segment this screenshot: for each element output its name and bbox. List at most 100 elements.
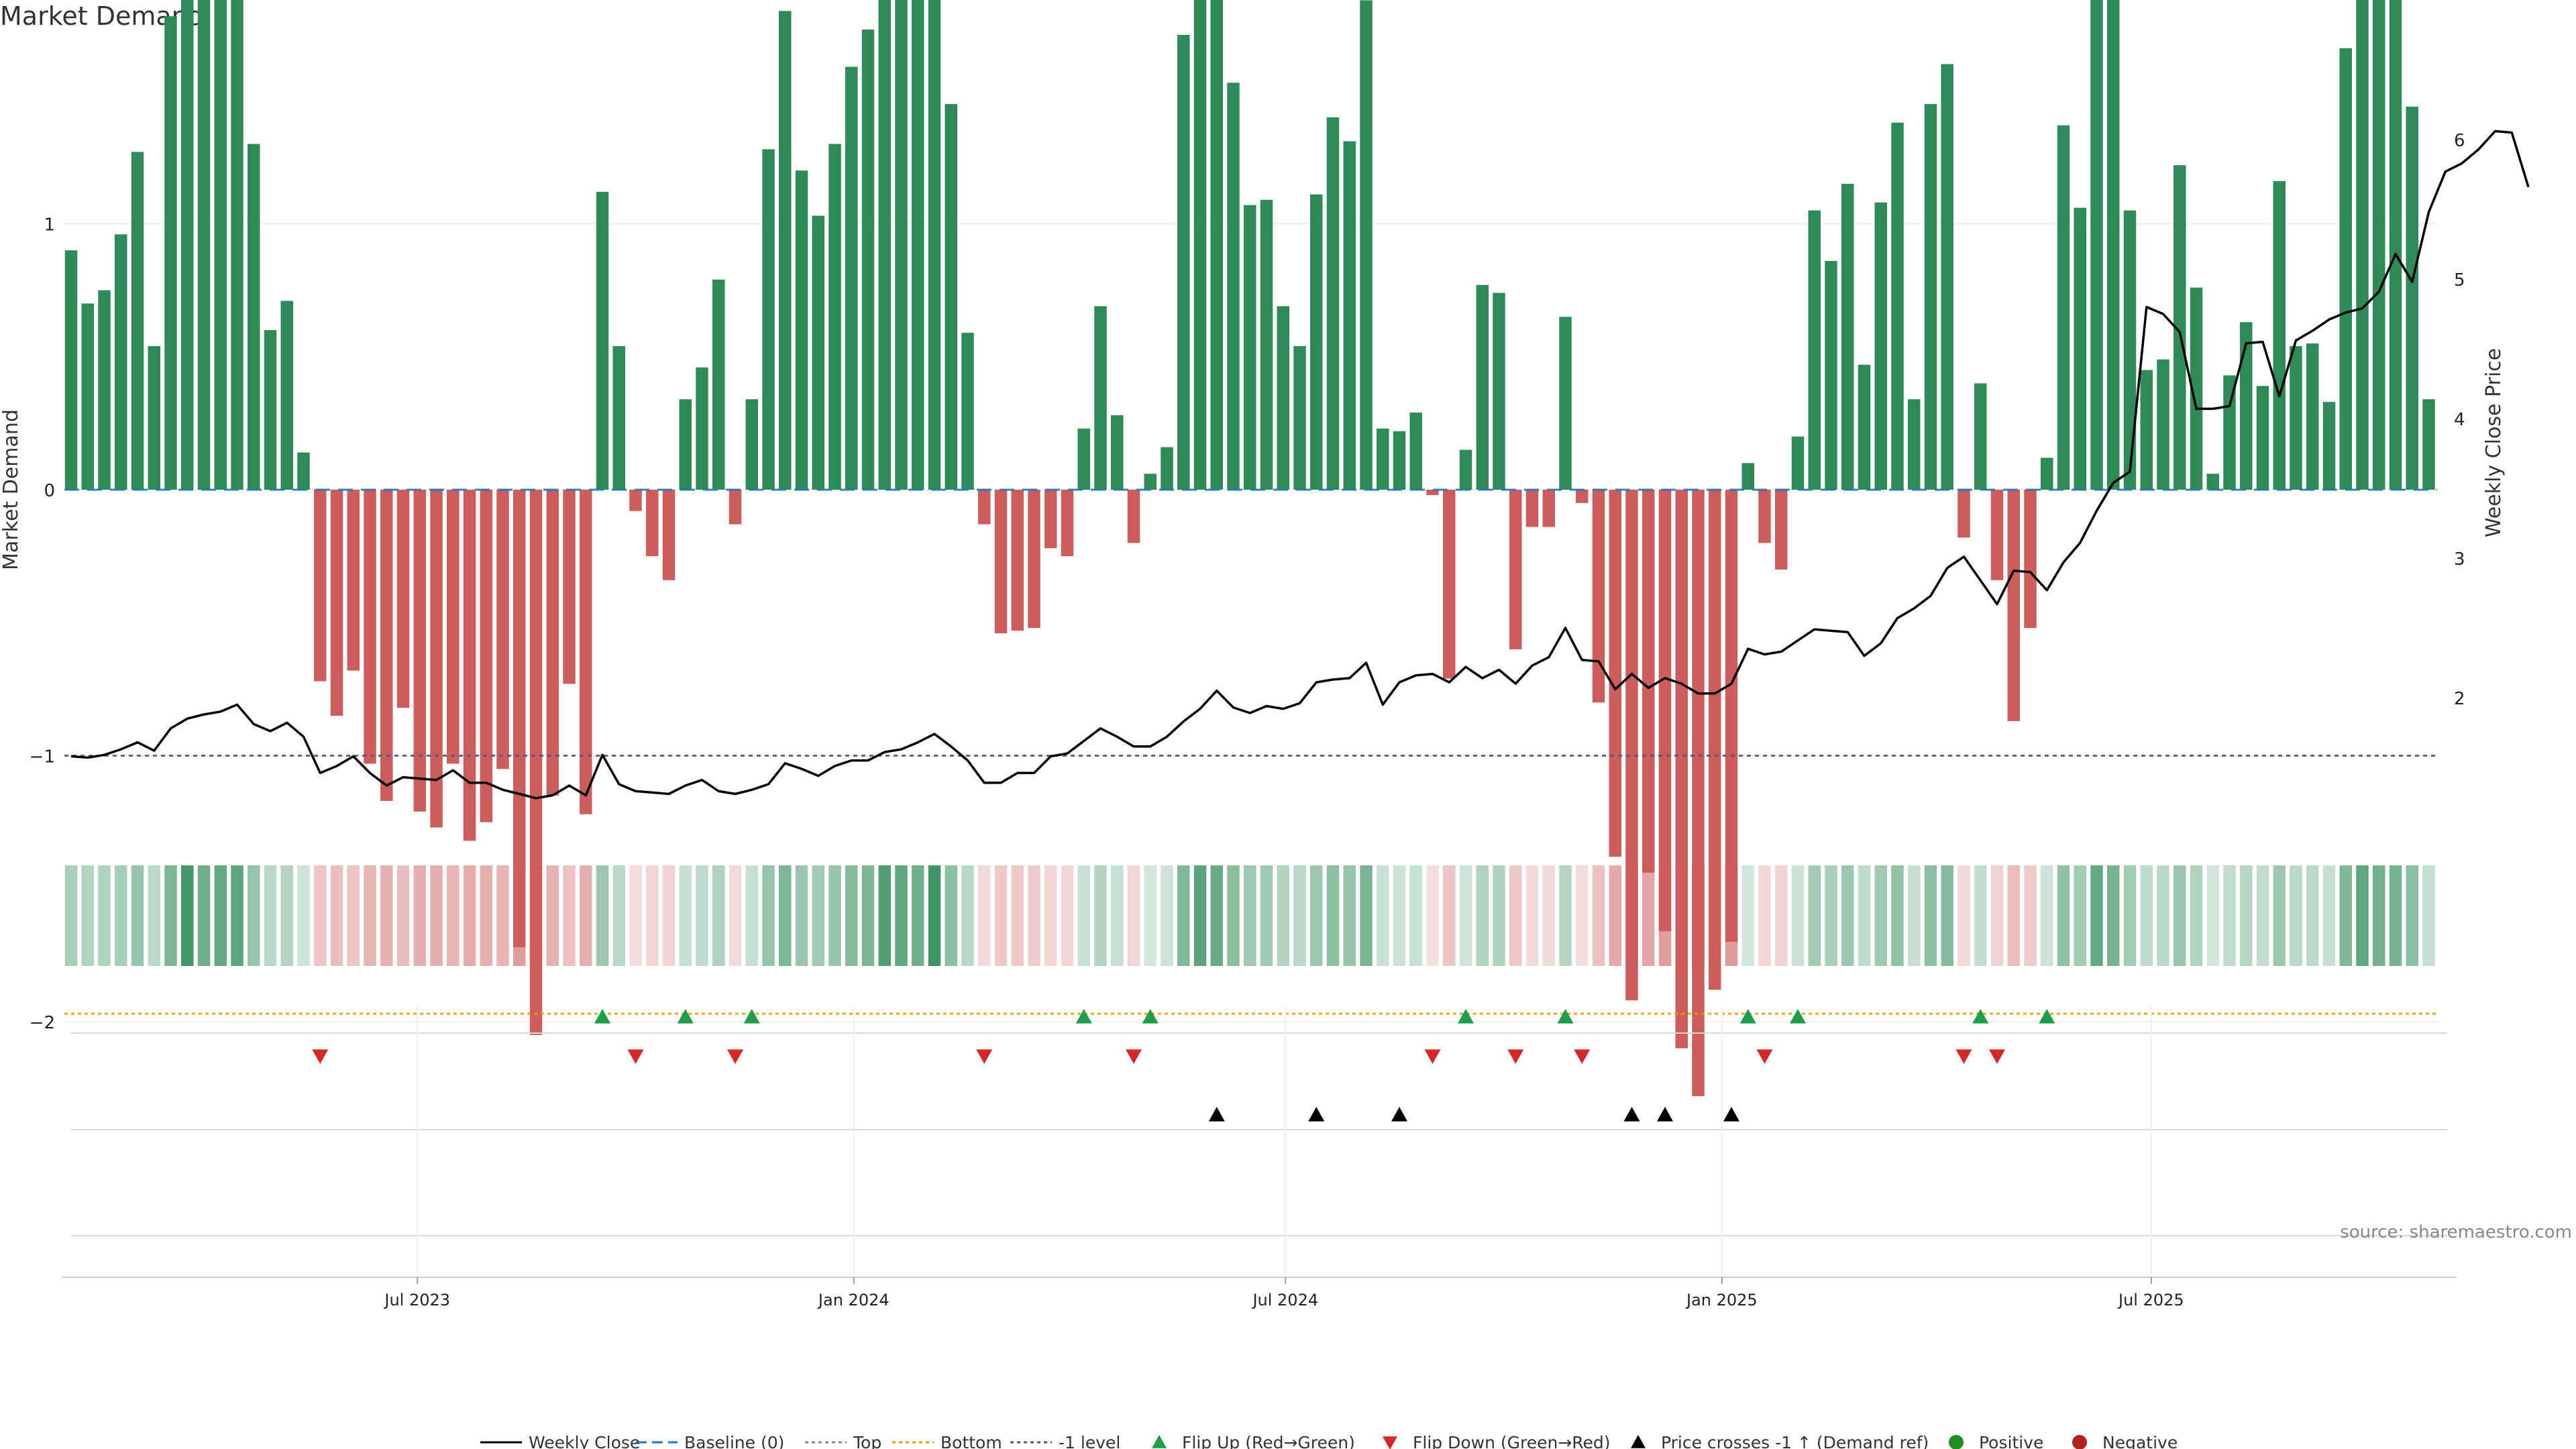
demand-heat-cell [1326,865,1340,966]
left-tick-label: 0 [44,481,55,501]
demand-heat-cell [812,865,824,966]
demand-bar [1990,490,2004,580]
demand-heat-cell [2057,865,2070,966]
demand-heat-cell [629,865,642,966]
demand-bar [181,0,194,490]
demand-heat-cell [1741,865,1754,966]
demand-heat-cell [1775,865,1788,966]
flip-down-marker [727,1049,743,1064]
demand-heat-cell [1443,865,1456,966]
demand-bar [81,303,94,490]
demand-heat-cell [364,865,376,966]
legend-label: Bottom [941,1433,1002,1449]
demand-heat-cell [1293,865,1306,966]
demand-bar [2007,490,2020,721]
legend-label: Flip Up (Red→Green) [1182,1433,1355,1449]
demand-heat-cell [2223,865,2236,966]
demand-heat-cell [2322,865,2336,966]
demand-heat-cell [513,865,526,966]
demand-bar [2074,207,2086,490]
source-note: source: sharemaestro.com [2340,1222,2572,1242]
right-tick-label: 4 [2454,410,2465,430]
left-tick-label: −1 [30,747,55,767]
demand-bar [2057,125,2070,490]
demand-heat-cell [81,865,94,966]
price-cross-marker [1391,1107,1407,1122]
right-tick-label: 2 [2454,689,2465,709]
demand-bar [1525,490,1539,527]
flip-down-marker [312,1049,329,1064]
demand-heat-cell [1077,865,1090,966]
demand-bar [1974,383,1987,490]
demand-heat-cell [1244,865,1256,966]
demand-bar [2273,181,2286,490]
demand-heat-cell [1642,865,1655,966]
demand-heat-cell [297,865,310,966]
demand-heat-cell [2140,865,2153,966]
flip-up-marker [1458,1009,1474,1024]
demand-bar [1310,194,1323,490]
negative-dot-icon [2072,1435,2087,1449]
demand-heat-cell [2157,865,2169,966]
legend-item-bottom: Bottom [892,1433,1002,1449]
demand-bar [2256,386,2269,490]
demand-bar [248,144,260,490]
demand-bar [347,490,360,671]
demand-heat-cell [115,865,127,966]
demand-heat-cell [1841,865,1854,966]
legend-item-top: Top [805,1433,881,1449]
legend-item-weekly-close: Weekly Close [480,1433,640,1449]
legend-item-positive: Positive [1949,1433,2043,1449]
legend-item-negative: Negative [2072,1433,2178,1449]
demand-heat-cell [2256,865,2269,966]
demand-heat-cell [64,865,78,966]
demand-heat-cell [2041,865,2053,966]
demand-heat-cell [98,865,111,966]
flip-down-marker [1126,1049,1142,1064]
demand-heat-cell [1709,865,1721,966]
demand-heat-cell [563,865,576,966]
flip-down-marker [1756,1049,1773,1064]
demand-bar [413,490,426,812]
demand-heat-cell [994,865,1008,966]
demand-bar [1028,490,1040,629]
demand-bar [646,490,659,557]
demand-heat-cell [1758,865,1771,966]
demand-heat-cell [2373,865,2385,966]
demand-heat-cell [380,865,393,966]
demand-heat-cell [912,865,924,966]
flip-up-marker [1142,1009,1159,1024]
demand-heat-cell [231,865,244,966]
demand-bar [1592,490,1605,703]
demand-heat-cell [1808,865,1821,966]
demand-bar [878,0,891,490]
demand-heat-cell [430,865,443,966]
demand-heat-cell [1277,865,1289,966]
demand-bar [1459,449,1472,490]
demand-bar [961,333,974,490]
demand-heat-cell [2406,865,2418,966]
demand-heat-cell [1260,865,1273,966]
legend-label: Flip Down (Green→Red) [1413,1433,1611,1449]
demand-heat-cell [1459,865,1472,966]
demand-bar [1277,306,1289,490]
demand-heat-cell [1891,865,1904,966]
demand-bar [978,490,991,525]
demand-bar [1293,345,1306,490]
demand-heat-cell [1609,865,1621,966]
price-cross-marker [1623,1107,1640,1122]
demand-heat-cell [197,865,211,966]
demand-bar [729,490,742,525]
demand-heat-cell [396,865,410,966]
demand-heat-cell [2356,865,2369,966]
demand-bar [64,250,78,490]
demand-bar [380,490,393,801]
demand-heat-cell [2190,865,2203,966]
demand-bar [164,16,177,490]
demand-bar [430,490,443,828]
demand-bar [2290,345,2302,490]
legend-label: Positive [1979,1433,2043,1449]
demand-bar [264,330,277,490]
demand-heat-cell [646,865,659,966]
demand-bar [463,490,476,841]
